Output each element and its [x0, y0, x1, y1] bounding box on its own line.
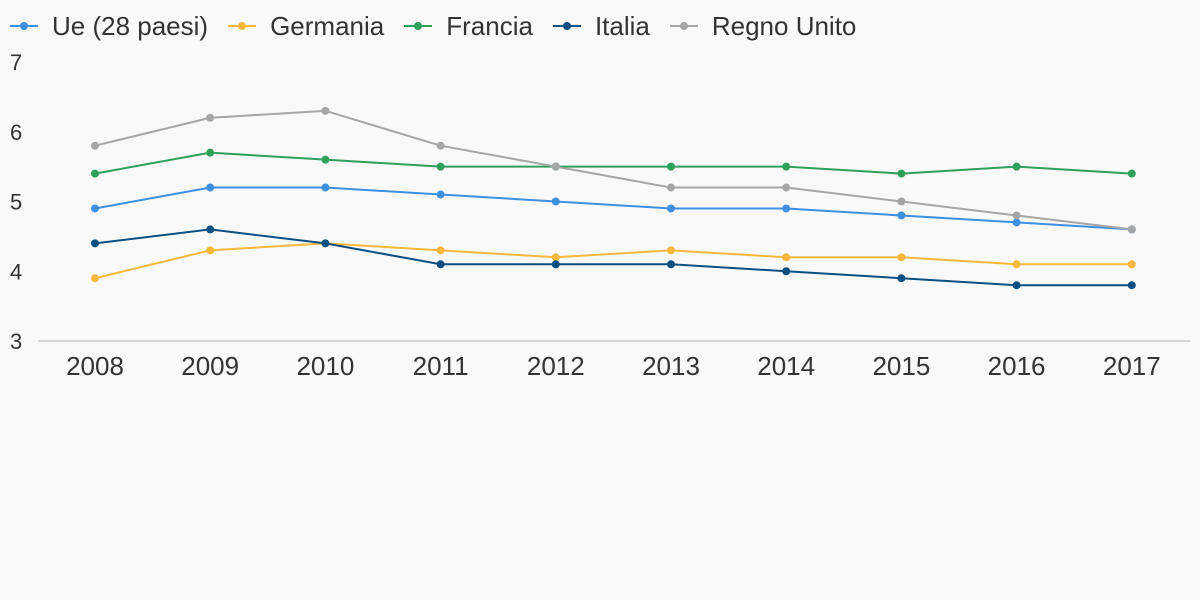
data-point[interactable]	[91, 274, 99, 283]
legend-label: Germania	[270, 10, 385, 41]
x-tick-label: 2010	[296, 351, 354, 381]
data-point[interactable]	[551, 253, 560, 262]
data-point[interactable]	[91, 169, 99, 178]
legend-label: Regno Unito	[711, 10, 857, 41]
data-point[interactable]	[321, 183, 330, 192]
data-point[interactable]	[91, 141, 99, 150]
data-point[interactable]	[1012, 260, 1021, 269]
legend-marker-icon	[669, 19, 698, 33]
y-tick-label: 6	[10, 120, 22, 145]
data-point[interactable]	[206, 246, 215, 255]
data-point[interactable]	[897, 274, 906, 283]
series-group	[91, 183, 1136, 234]
data-point[interactable]	[436, 141, 445, 150]
data-point[interactable]	[436, 246, 445, 255]
legend-label: Ue (28 paesi)	[52, 10, 209, 41]
data-point[interactable]	[551, 162, 560, 171]
legend-marker-icon	[228, 19, 257, 33]
legend-label: Francia	[446, 10, 533, 41]
x-tick-label: 2017	[1103, 351, 1161, 381]
x-tick-label: 2013	[642, 351, 700, 381]
data-point[interactable]	[667, 183, 675, 192]
series-line	[94, 151, 1132, 175]
data-point[interactable]	[1012, 218, 1021, 227]
data-point[interactable]	[321, 239, 330, 248]
x-tick-label: 2009	[181, 351, 239, 381]
data-point[interactable]	[782, 183, 791, 192]
data-point[interactable]	[91, 239, 99, 248]
legend-item-italia[interactable]: Italia	[552, 10, 650, 42]
data-point[interactable]	[1012, 162, 1021, 171]
data-point[interactable]	[782, 253, 791, 262]
data-point[interactable]	[897, 197, 906, 206]
data-point[interactable]	[436, 190, 445, 199]
series-line	[94, 109, 1132, 231]
y-tick-label: 3	[10, 329, 22, 354]
legend: Ue (28 paesi) Germania Francia Italia Re…	[10, 6, 876, 46]
data-point[interactable]	[782, 204, 791, 213]
data-point[interactable]	[206, 148, 215, 157]
series-group	[91, 106, 1136, 234]
legend-item-regno-unito[interactable]: Regno Unito	[669, 10, 857, 42]
legend-item-francia[interactable]: Francia	[404, 11, 533, 42]
data-point[interactable]	[667, 162, 675, 171]
data-point[interactable]	[667, 246, 675, 255]
series-group	[91, 239, 1136, 283]
legend-label: Italia	[594, 10, 650, 41]
series-group	[91, 148, 1136, 178]
data-point[interactable]	[551, 260, 560, 269]
legend-item-ue[interactable]: Ue (28 paesi)	[10, 11, 208, 42]
data-point[interactable]	[321, 155, 330, 164]
data-point[interactable]	[436, 162, 445, 171]
data-point[interactable]	[667, 260, 675, 269]
data-point[interactable]	[551, 197, 560, 206]
data-point[interactable]	[1127, 169, 1136, 178]
x-tick-label: 2014	[757, 351, 815, 381]
data-point[interactable]	[897, 169, 906, 178]
data-point[interactable]	[897, 253, 906, 262]
legend-marker-icon	[404, 19, 433, 33]
data-point[interactable]	[206, 225, 215, 234]
data-point[interactable]	[1127, 281, 1136, 290]
series-group	[91, 225, 1136, 290]
y-tick-label: 5	[10, 190, 22, 215]
legend-item-germania[interactable]: Germania	[228, 11, 384, 42]
legend-marker-icon	[10, 19, 38, 33]
data-point[interactable]	[782, 162, 791, 171]
y-tick-label: 7	[10, 50, 22, 75]
data-point[interactable]	[321, 106, 330, 115]
series-line	[94, 186, 1132, 231]
x-tick-label: 2011	[413, 351, 469, 381]
data-point[interactable]	[782, 267, 791, 276]
data-point[interactable]	[436, 260, 445, 269]
legend-marker-icon	[552, 19, 581, 33]
series-line	[94, 242, 1132, 280]
data-point[interactable]	[1012, 281, 1021, 290]
x-tick-label: 2016	[988, 351, 1046, 381]
data-point[interactable]	[206, 183, 215, 192]
data-point[interactable]	[1127, 225, 1136, 234]
x-tick-label: 2015	[872, 351, 930, 381]
x-tick-label: 2008	[66, 351, 124, 381]
data-point[interactable]	[1012, 211, 1021, 220]
y-tick-label: 4	[10, 259, 22, 284]
x-tick-label: 2012	[527, 351, 585, 381]
series-line	[94, 228, 1132, 287]
data-point[interactable]	[206, 113, 215, 122]
data-point[interactable]	[1127, 260, 1136, 269]
data-point[interactable]	[897, 211, 906, 220]
data-point[interactable]	[91, 204, 99, 213]
data-point[interactable]	[667, 204, 675, 213]
